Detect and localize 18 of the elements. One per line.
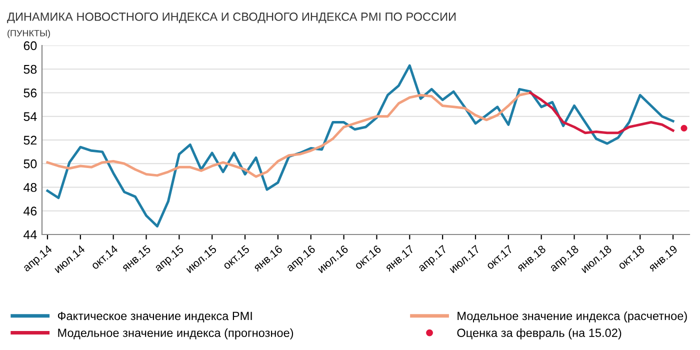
y-tick-label: 46 — [24, 206, 37, 216]
chart-subtitle: (ПУНКТЫ) — [8, 30, 50, 38]
y-tick-label: 50 — [24, 159, 37, 168]
y-tick-label: 60 — [24, 41, 37, 50]
line-series — [529, 92, 674, 134]
line-series — [46, 92, 532, 178]
legend-label: Модельное значение индекса (расчетное) — [458, 311, 687, 322]
legend-label: Фактическое значение индекса PMI — [58, 312, 252, 322]
line-series — [46, 64, 674, 228]
y-tick-label: 52 — [24, 136, 37, 145]
chart-title: ДИНАМИКА НОВОСТНОГО ИНДЕКСА И СВОДНОГО ИНДЕКСА PMI ПО РОССИИ — [7, 12, 456, 24]
y-tick-label: 58 — [24, 64, 37, 74]
y-tick-label: 44 — [24, 230, 37, 240]
y-tick-label: 54 — [24, 112, 37, 122]
legend-label: Модельное значение индекса (прогнозное) — [58, 328, 294, 340]
y-tick-label: 48 — [24, 183, 37, 192]
y-tick-label: 56 — [24, 88, 37, 98]
legend-label: Оценка за февраль (на 15.02) — [457, 328, 622, 340]
